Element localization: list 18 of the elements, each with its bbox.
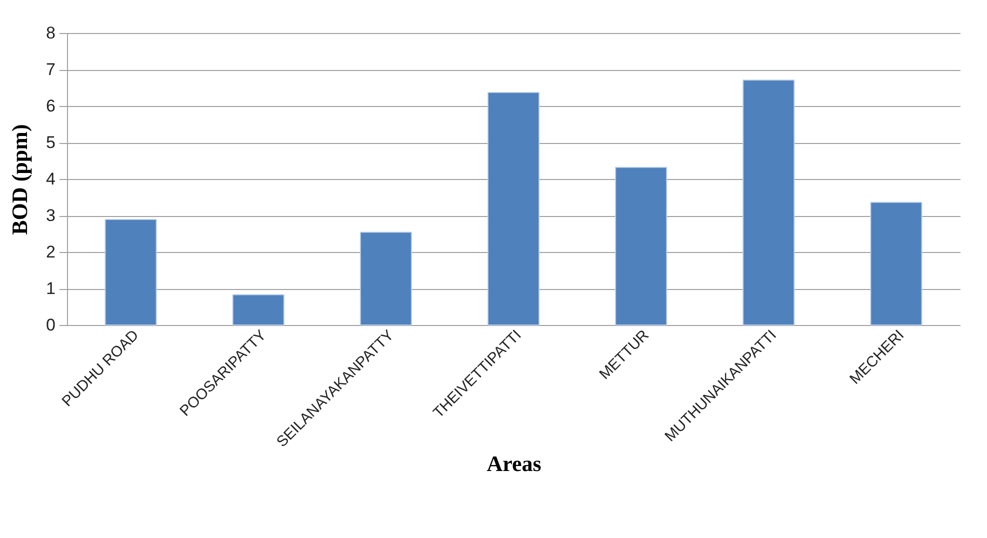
y-tick-label: 1 <box>46 279 56 298</box>
y-tick-label: 7 <box>46 60 56 79</box>
x-axis-title: Areas <box>486 450 542 476</box>
bar <box>742 80 795 326</box>
y-tick-label: 3 <box>46 206 56 225</box>
y-tick-label: 4 <box>46 170 56 188</box>
bar <box>360 232 412 326</box>
bar <box>232 294 284 326</box>
bar <box>615 166 668 326</box>
y-axis-title: BOD (ppm) <box>7 124 32 235</box>
y-tick-label: 8 <box>46 24 56 42</box>
y-tick-label: 6 <box>46 96 56 116</box>
bar <box>104 219 157 326</box>
bar <box>870 202 922 326</box>
y-tick-label: 0 <box>46 316 56 334</box>
y-tick-label: 5 <box>46 133 56 152</box>
y-tick-label: 2 <box>46 242 56 262</box>
bar <box>487 92 540 326</box>
